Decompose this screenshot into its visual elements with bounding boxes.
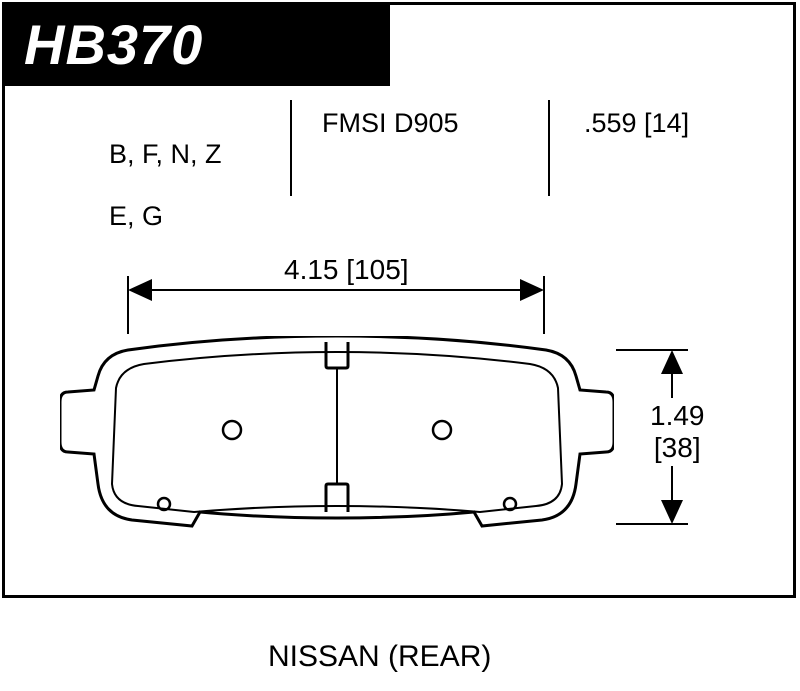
spec-codes-line1: B, F, N, Z: [109, 139, 222, 169]
height-ext-top: [616, 349, 688, 351]
footer-label: NISSAN (REAR): [268, 640, 491, 674]
part-number: HB370: [24, 12, 203, 77]
header-band: HB370: [2, 2, 390, 86]
brake-pad-outline: [60, 336, 614, 546]
spec-divider-2: [548, 100, 550, 196]
width-imperial: 4.15: [284, 254, 339, 285]
spec-thickness: .559 [14]: [584, 108, 689, 139]
width-dim-line: [148, 289, 524, 291]
height-arrow-up: [661, 350, 683, 374]
height-arrow-down: [661, 500, 683, 524]
width-arrow-left: [128, 279, 152, 301]
spec-fmsi: FMSI D905: [322, 108, 459, 139]
spec-codes: B, F, N, Z E, G: [94, 108, 222, 232]
width-arrow-right: [520, 279, 544, 301]
spec-codes-line2: E, G: [109, 201, 163, 231]
width-dim-text: 4.15 [105]: [276, 254, 417, 286]
width-metric: [105]: [346, 254, 408, 285]
width-ext-right: [543, 276, 545, 334]
height-metric: [38]: [654, 432, 701, 463]
width-ext-left: [127, 276, 129, 334]
height-imperial: 1.49: [650, 400, 705, 431]
spec-divider-1: [290, 100, 292, 196]
height-ext-bottom: [616, 523, 688, 525]
height-dim-text: 1.49 [38]: [646, 398, 709, 466]
